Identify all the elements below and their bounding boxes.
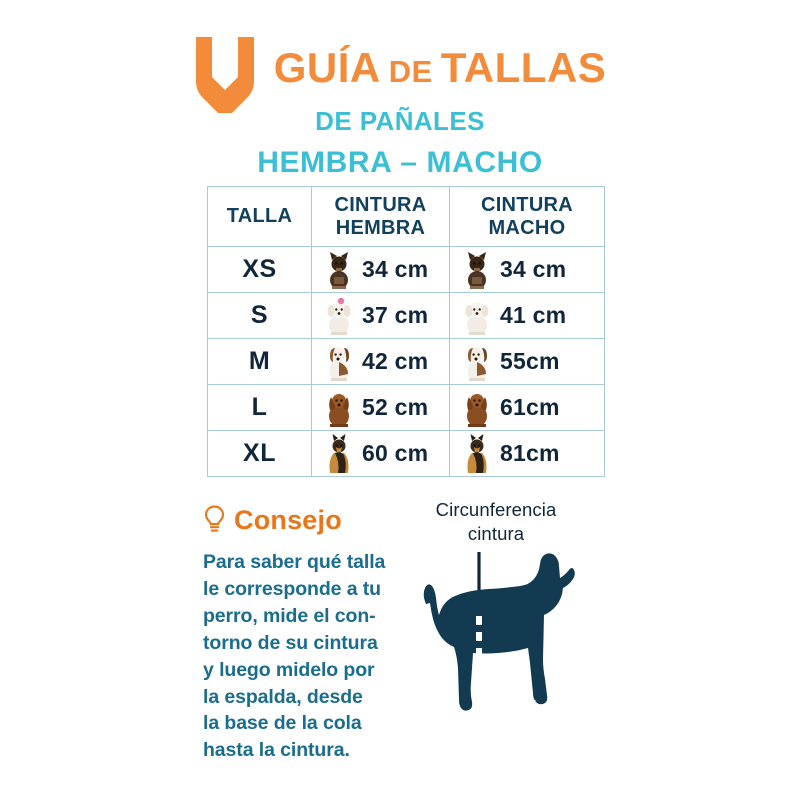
dog-photo-cocker-spaniel-icon <box>467 393 487 427</box>
measure-value: 34 cm <box>500 256 567 282</box>
table-row: M 42 cm <box>207 338 605 385</box>
size-table: TALLA CINTURA HEMBRA CINTURA MACHO XS <box>207 186 605 477</box>
waist-diagram: Circunferencia cintura <box>396 498 628 783</box>
cell-talla: XS <box>207 246 312 293</box>
title-guia: GUÍA <box>273 44 381 91</box>
tip-title: Consejo <box>234 504 342 535</box>
tip-line: le corresponde a tu <box>203 577 381 600</box>
title-tallas: TALLAS <box>440 44 607 91</box>
diagram-label-line: cintura <box>467 523 525 545</box>
title-de: DE <box>388 54 433 89</box>
header: GUÍA DE TALLAS DE PAÑALES HEMBRA – MACHO <box>0 36 800 178</box>
cell-talla: S <box>207 292 312 339</box>
tip-line: perro, mide el con- <box>203 604 376 627</box>
tip-line: hasta la cintura. <box>203 739 350 762</box>
tip-header: Consejo <box>203 503 403 537</box>
cell-cintura-macho: 61cm <box>449 384 605 431</box>
cell-cintura-hembra: 34 cm <box>311 246 450 293</box>
lightbulb-icon <box>204 505 225 532</box>
dog-photo-cocker-spaniel-icon <box>329 393 349 427</box>
measure-value: 37 cm <box>362 302 429 328</box>
dog-photo-german-shepherd-icon <box>467 433 487 473</box>
dog-photo-beagle-icon <box>467 347 487 381</box>
subtitle: DE PAÑALES <box>315 106 485 136</box>
table-row: XS 34 cm <box>207 246 605 293</box>
column-header-cintura-hembra: CINTURA HEMBRA <box>311 186 450 247</box>
cell-talla: XL <box>207 430 312 477</box>
tip-line: torno de su cintura <box>203 631 378 654</box>
table-row: XL 60 cm <box>207 430 605 477</box>
measure-value: 41 cm <box>500 302 567 328</box>
diagram-label: Circunferencia cintura <box>396 498 596 546</box>
cell-talla: L <box>207 384 312 431</box>
cell-cintura-macho: 81cm <box>449 430 605 477</box>
cell-cintura-macho: 41 cm <box>449 292 605 339</box>
tip-section: Consejo Para saber qué talla le correspo… <box>203 503 403 764</box>
dog-photo-beagle-icon <box>329 347 349 381</box>
cell-cintura-macho: 55cm <box>449 338 605 385</box>
table-head: TALLA CINTURA HEMBRA CINTURA MACHO <box>207 186 605 247</box>
table-row: L 52 cm <box>207 384 605 431</box>
cell-cintura-hembra: 37 cm <box>311 292 450 339</box>
cell-cintura-hembra: 52 cm <box>311 384 450 431</box>
measure-value: 81cm <box>500 440 560 466</box>
cell-talla: M <box>207 338 312 385</box>
tip-line: la base de la cola <box>203 712 362 735</box>
tip-line: Para saber qué talla <box>203 551 386 573</box>
dog-photo-maltese-icon <box>327 297 351 335</box>
subtitle-gender: HEMBRA – MACHO <box>257 146 543 179</box>
measure-value: 60 cm <box>362 440 429 466</box>
dog-photo-chihuahua-icon <box>330 251 348 289</box>
dog-photo-chihuahua-icon <box>468 251 486 289</box>
dog-photo-german-shepherd-icon <box>329 433 349 473</box>
dog-silhouette-icon <box>423 552 575 752</box>
column-header-cintura-macho: CINTURA MACHO <box>449 186 605 247</box>
tip-body: Para saber qué talla le corresponde a tu… <box>203 549 403 764</box>
dog-photo-maltese-icon <box>465 301 489 335</box>
measure-value: 55cm <box>500 348 560 374</box>
page-title: GUÍA DE TALLAS <box>274 47 607 89</box>
measure-value: 61cm <box>500 394 560 420</box>
cell-cintura-hembra: 60 cm <box>311 430 450 477</box>
measure-value: 52 cm <box>362 394 429 420</box>
shield-u-logo-icon <box>195 37 254 113</box>
measure-value: 42 cm <box>362 348 429 374</box>
table-row: S 37 cm <box>207 292 605 339</box>
table-body: XS 34 cm <box>207 246 605 477</box>
tip-line: la espalda, desde <box>203 685 363 708</box>
cell-cintura-macho: 34 cm <box>449 246 605 293</box>
table-header-row: TALLA CINTURA HEMBRA CINTURA MACHO <box>207 186 605 247</box>
title-row: GUÍA DE TALLAS <box>0 36 800 113</box>
diagram-label-line: Circunferencia <box>435 499 557 520</box>
column-header-talla: TALLA <box>207 186 312 247</box>
measure-value: 34 cm <box>362 256 429 282</box>
tip-line: y luego midelo por <box>203 658 375 681</box>
cell-cintura-hembra: 42 cm <box>311 338 450 385</box>
